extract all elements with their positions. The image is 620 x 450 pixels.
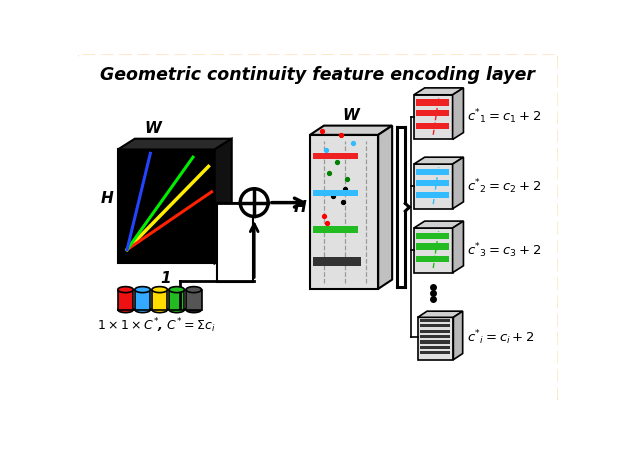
Polygon shape (310, 135, 378, 289)
Bar (152, 290, 167, 310)
Text: W: W (144, 121, 161, 135)
Ellipse shape (186, 287, 202, 292)
Polygon shape (414, 157, 463, 164)
Bar (420, 351, 450, 354)
Polygon shape (118, 139, 232, 149)
Text: Geometric continuity feature encoding layer: Geometric continuity feature encoding la… (100, 66, 535, 84)
Polygon shape (453, 221, 463, 273)
Bar (420, 324, 450, 327)
Polygon shape (215, 139, 232, 263)
Bar (313, 189, 358, 197)
Bar (416, 256, 449, 262)
Bar (416, 122, 449, 129)
Text: $1\times1\times C^{*}$, $C^{*}=\Sigma c_{i}$: $1\times1\times C^{*}$, $C^{*}=\Sigma c_… (97, 316, 216, 334)
Text: $c^{*}{}_{i}=c_{i}+2$: $c^{*}{}_{i}=c_{i}+2$ (467, 328, 534, 346)
Polygon shape (414, 88, 463, 95)
Polygon shape (310, 126, 392, 135)
Text: $c^{*}{}_{3}=c_{3}+2$: $c^{*}{}_{3}=c_{3}+2$ (467, 241, 542, 260)
Text: $c^{*}{}_{2}=c_{2}+2$: $c^{*}{}_{2}=c_{2}+2$ (467, 177, 542, 196)
Ellipse shape (169, 287, 185, 292)
Polygon shape (414, 221, 463, 228)
Bar (135, 290, 150, 310)
Bar (416, 169, 449, 175)
Polygon shape (414, 164, 453, 209)
Ellipse shape (135, 287, 151, 292)
Bar (420, 335, 450, 338)
Text: W: W (343, 108, 360, 122)
Bar (420, 319, 450, 322)
Bar (420, 346, 450, 349)
FancyBboxPatch shape (76, 53, 559, 404)
Bar (416, 99, 449, 106)
Bar (416, 110, 449, 117)
Polygon shape (414, 228, 453, 273)
Bar (313, 153, 358, 159)
Ellipse shape (152, 287, 167, 292)
Ellipse shape (186, 306, 202, 313)
Bar (118, 290, 133, 310)
Ellipse shape (169, 306, 185, 313)
Bar (420, 330, 450, 333)
Bar (416, 192, 449, 198)
Polygon shape (453, 157, 463, 209)
Text: 1: 1 (161, 271, 171, 286)
Ellipse shape (152, 306, 167, 313)
Polygon shape (418, 317, 453, 360)
Bar (169, 290, 185, 310)
Polygon shape (378, 126, 392, 289)
Text: H: H (100, 191, 113, 206)
Bar (313, 257, 361, 266)
Bar (313, 226, 358, 234)
Ellipse shape (118, 287, 133, 292)
Bar (416, 243, 449, 250)
Bar (416, 180, 449, 186)
Circle shape (241, 189, 268, 216)
Bar (186, 290, 202, 310)
Polygon shape (453, 88, 463, 140)
Polygon shape (118, 149, 215, 263)
Polygon shape (453, 311, 463, 360)
Bar (416, 233, 449, 239)
Polygon shape (418, 311, 463, 317)
Bar (217, 202, 253, 282)
Bar (420, 341, 450, 343)
Text: $c^{*}{}_{1}=c_{1}+2$: $c^{*}{}_{1}=c_{1}+2$ (467, 108, 542, 126)
Ellipse shape (118, 306, 133, 313)
Ellipse shape (135, 306, 151, 313)
Polygon shape (414, 95, 453, 140)
Text: H: H (293, 201, 306, 216)
